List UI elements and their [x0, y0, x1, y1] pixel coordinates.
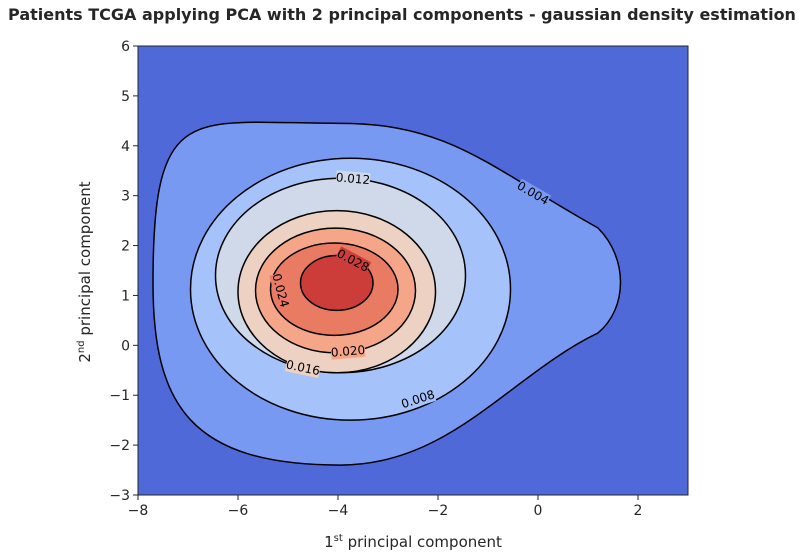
- y-tick-label: −3: [109, 488, 130, 504]
- plot-frame: [137, 45, 689, 496]
- y-axis-ticks: −3 −2 −1 0 1 2 3 4 5 6: [109, 39, 138, 504]
- y-tick-label: 6: [121, 39, 130, 55]
- y-tick-label: −2: [109, 438, 130, 454]
- y-tick-label: 3: [121, 189, 130, 205]
- contour-group: [152, 121, 622, 466]
- y-axis-label: 2nd principal component: [76, 181, 94, 362]
- x-tick-label: −2: [428, 503, 449, 519]
- svg-text:0.016: 0.016: [285, 357, 322, 378]
- x-tick-label: 0: [534, 503, 543, 519]
- contour-label-0.012: 0.012: [335, 170, 370, 187]
- x-tick-label: −6: [228, 503, 249, 519]
- x-tick-label: −8: [128, 503, 149, 519]
- y-tick-label: −1: [109, 388, 130, 404]
- y-tick-label: 2: [121, 239, 130, 255]
- svg-text:0.012: 0.012: [335, 170, 370, 187]
- x-axis-label: 1st principal component: [324, 533, 502, 551]
- y-tick-label: 4: [121, 139, 130, 155]
- contour-label-0.020: 0.020: [330, 343, 365, 360]
- x-axis-ticks: −8 −6 −4 −2 0 2: [128, 495, 643, 519]
- y-tick-label: 5: [121, 89, 130, 105]
- y-tick-label: 1: [121, 288, 130, 304]
- svg-text:0.020: 0.020: [330, 343, 365, 360]
- chart-title: Patients TCGA applying PCA with 2 princi…: [8, 5, 796, 24]
- contour-label-0.016: 0.016: [285, 357, 322, 378]
- x-tick-label: −4: [328, 503, 349, 519]
- x-tick-label: 2: [634, 503, 643, 519]
- y-tick-label: 0: [121, 338, 130, 354]
